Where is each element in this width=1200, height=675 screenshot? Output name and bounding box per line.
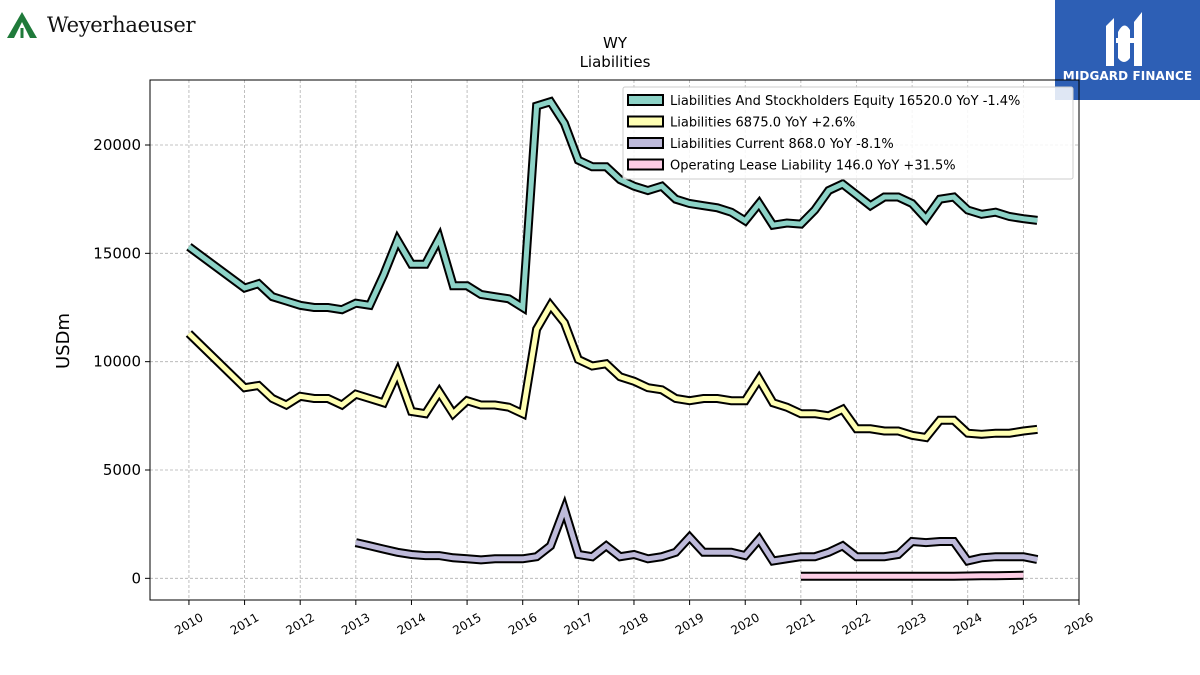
x-tick-label: 2018 [617,610,650,637]
x-tick-label: 2021 [784,610,817,637]
series-line [355,501,1038,564]
weyerhaeuser-tree-icon [7,12,37,38]
x-tick-label: 2022 [840,610,873,637]
x-tick-label: 2025 [1007,610,1040,637]
x-tick-label: 2011 [228,610,261,637]
legend-label: Liabilities And Stockholders Equity 1652… [670,94,1020,109]
series-2 [185,297,1038,443]
y-tick-label: 5000 [103,461,141,479]
x-tick-label: 2024 [951,610,984,637]
y-tick-label: 20000 [93,136,141,154]
weyerhaeuser-wordmark: Weyerhaeuser [47,13,196,37]
legend-swatch [627,115,664,128]
x-tick-label: 2012 [283,610,316,637]
legend-swatch [627,94,664,106]
series-line [187,300,1038,441]
x-tick-label: 2014 [395,610,428,637]
x-tick-label: 2026 [1062,610,1095,637]
series-1 [186,96,1038,316]
x-tick-label: 2019 [673,610,706,637]
legend-label: Liabilities 6875.0 YoY +2.6% [670,116,855,131]
series-line-outline [354,495,1039,567]
legend-item: Liabilities Current 868.0 YoY -8.1% [627,137,894,152]
weyerhaeuser-logo: Weyerhaeuser [6,8,196,42]
x-tick-label: 2017 [562,610,595,637]
series-line [800,572,1024,579]
y-axis-label: USDm [53,313,74,369]
y-tick-label: 10000 [93,353,141,371]
legend-swatch [627,137,664,149]
x-tick-label: 2013 [339,610,372,637]
chart-subtitle: Liabilities [580,53,651,71]
y-tick-label: 0 [131,569,141,587]
x-tick-label: 2015 [450,610,483,637]
legend-label: Operating Lease Liability 146.0 YoY +31.… [670,159,956,174]
x-tick-label: 2010 [172,610,205,637]
y-tick-label: 15000 [93,244,141,262]
midgard-finance-wordmark: MIDGARD FINANCE [1062,69,1193,83]
legend: Liabilities And Stockholders Equity 1652… [622,86,1074,180]
series-line [187,98,1038,313]
legend-item: Liabilities 6875.0 YoY +2.6% [627,115,855,131]
legend-item: Liabilities And Stockholders Equity 1652… [627,94,1020,109]
x-tick-label: 2020 [729,610,762,637]
series-3 [354,495,1039,567]
plot-frame [149,79,1080,601]
legend-box [622,86,1074,180]
legend-label: Liabilities Current 868.0 YoY -8.1% [670,137,894,152]
legend-swatch [627,158,664,171]
midgard-monogram-icon [1106,12,1142,66]
x-tick-label: 2016 [506,610,539,637]
x-tick-label: 2023 [895,610,928,637]
series-4 [800,570,1024,581]
legend-item: Operating Lease Liability 146.0 YoY +31.… [627,158,956,174]
series-lines [185,96,1039,581]
chart-title: WY [603,34,628,52]
